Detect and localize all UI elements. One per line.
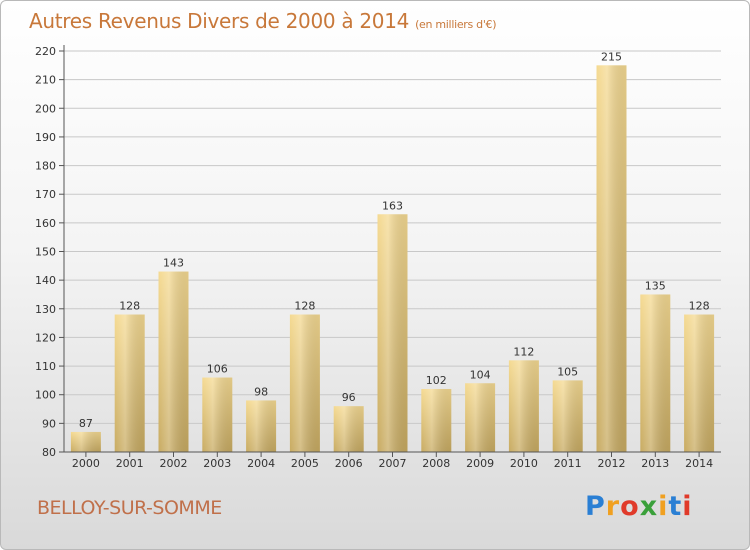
y-tick-label: 120 [35, 331, 56, 344]
bar-value-label: 87 [79, 417, 93, 430]
x-tick-label: 2007 [379, 457, 407, 470]
bar-shine [465, 383, 496, 452]
y-tick-label: 210 [35, 74, 56, 87]
y-tick-label: 140 [35, 274, 56, 287]
y-tick-label: 130 [35, 303, 56, 316]
bars [70, 65, 715, 453]
x-tick-label: 2001 [116, 457, 144, 470]
bar-shine [246, 400, 277, 452]
y-tick-label: 90 [42, 417, 56, 430]
bar-shine [333, 406, 364, 452]
logo-letter: o [620, 491, 640, 522]
bar-shine [377, 214, 408, 452]
bar-value-label: 128 [294, 300, 315, 313]
bar-value-label: 102 [426, 374, 447, 387]
x-tick-label: 2009 [466, 457, 494, 470]
bar-shine [202, 377, 233, 452]
x-tick-label: 2005 [291, 457, 319, 470]
bar-shine [70, 431, 101, 452]
y-tick-label: 170 [35, 188, 56, 201]
y-tick-label: 110 [35, 360, 56, 373]
commune-name: BELLOY-SUR-SOMME [37, 497, 222, 519]
axes [59, 45, 721, 457]
x-tick-label: 2002 [160, 457, 188, 470]
y-tick-label: 180 [35, 160, 56, 173]
bar-value-label: 143 [163, 257, 184, 270]
x-tick-label: 2000 [72, 457, 100, 470]
bar-value-label: 135 [645, 279, 666, 292]
logo-letter: x [639, 491, 659, 522]
logo-letter: i [658, 491, 669, 522]
x-tick-label: 2006 [335, 457, 363, 470]
bar-shine [640, 294, 671, 452]
bar-value-label: 163 [382, 199, 403, 212]
x-tick-label: 2003 [203, 457, 231, 470]
bar-shine [289, 314, 320, 452]
bar-value-label: 128 [119, 300, 140, 313]
bar-value-label: 96 [342, 391, 356, 404]
bar-value-label: 98 [254, 385, 268, 398]
bar-shine [684, 314, 715, 452]
y-tick-label: 160 [35, 217, 56, 230]
title-text: Autres Revenus Divers de 2000 à 2014 [29, 9, 410, 33]
y-tick-label: 200 [35, 102, 56, 115]
chart-title: Autres Revenus Divers de 2000 à 2014 (en … [29, 9, 497, 33]
x-tick-label: 2004 [247, 457, 275, 470]
logo-letter: P [585, 491, 606, 522]
logo-letter: i [682, 491, 693, 522]
y-tick-label: 220 [35, 45, 56, 58]
bar-shine [552, 380, 583, 452]
bar-shine [158, 271, 189, 452]
x-tick-label: 2014 [685, 457, 713, 470]
bar-value-label: 106 [207, 363, 228, 376]
bar-value-label: 112 [513, 345, 534, 358]
y-tick-label: 190 [35, 131, 56, 144]
bar-value-label: 104 [470, 368, 491, 381]
title-unit: (en milliers d'€) [415, 18, 497, 31]
x-tick-label: 2013 [641, 457, 669, 470]
x-tick-label: 2011 [554, 457, 582, 470]
x-tick-label: 2012 [598, 457, 626, 470]
logo-letter: t [668, 491, 683, 522]
bar-value-label: 105 [557, 365, 578, 378]
bar-value-label: 215 [601, 50, 622, 63]
y-tick-label: 100 [35, 389, 56, 402]
x-tick-label: 2010 [510, 457, 538, 470]
y-tick-label: 80 [42, 446, 56, 459]
bar-shine [114, 314, 145, 452]
proxiti-logo: Proxiti [585, 491, 693, 522]
bar-shine [508, 360, 539, 452]
bar-shine [421, 388, 452, 452]
bar-shine [596, 65, 627, 453]
y-tick-label: 150 [35, 246, 56, 259]
labels: 8090100110120130140150160170180190200210… [35, 45, 713, 470]
x-tick-label: 2008 [422, 457, 450, 470]
bar-value-label: 128 [689, 300, 710, 313]
logo-letter: r [605, 491, 621, 522]
